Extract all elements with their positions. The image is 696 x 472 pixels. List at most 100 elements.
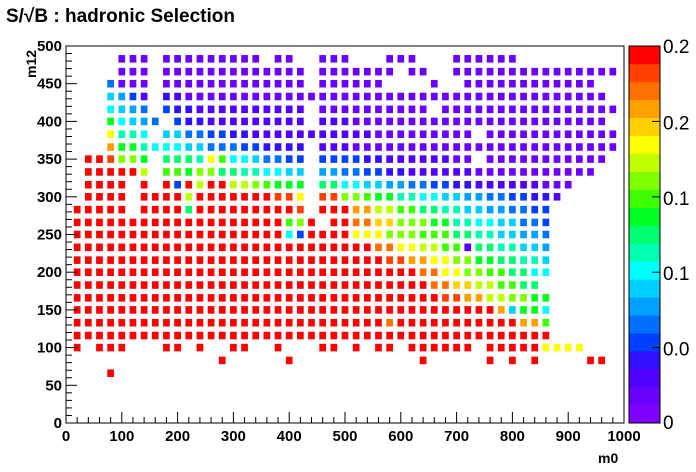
heatmap-cell — [543, 130, 550, 138]
heatmap-cell — [397, 231, 404, 239]
heatmap-cell — [442, 143, 449, 151]
heatmap-cell — [286, 206, 293, 214]
heatmap-cell — [364, 68, 371, 76]
heatmap-cell — [598, 130, 605, 138]
heatmap-cell — [297, 80, 304, 88]
colorbar-swatch — [629, 46, 660, 64]
heatmap-cell — [297, 219, 304, 227]
heatmap-cell — [598, 143, 605, 151]
heatmap-cell — [353, 168, 360, 176]
heatmap-cell — [420, 219, 427, 227]
heatmap-cell — [107, 181, 114, 189]
heatmap-cell — [252, 332, 259, 340]
heatmap-cell — [208, 319, 215, 327]
heatmap-cell — [397, 281, 404, 289]
heatmap-cell — [130, 155, 137, 163]
heatmap-cell — [319, 231, 326, 239]
heatmap-cell — [275, 106, 282, 114]
heatmap-cell — [219, 256, 226, 264]
heatmap-cell — [185, 294, 192, 302]
heatmap-cell — [330, 130, 337, 138]
heatmap-cell — [375, 294, 382, 302]
heatmap-cell — [319, 332, 326, 340]
heatmap-cell — [375, 231, 382, 239]
heatmap-cell — [520, 219, 527, 227]
heatmap-cell — [531, 306, 538, 314]
heatmap-cell — [531, 268, 538, 276]
heatmap-cell — [598, 68, 605, 76]
heatmap-cell — [141, 80, 148, 88]
heatmap-cell — [319, 256, 326, 264]
y-tick-label: 0 — [54, 415, 62, 432]
heatmap-cell — [420, 118, 427, 126]
heatmap-cell — [464, 193, 471, 201]
heatmap-cell — [487, 256, 494, 264]
heatmap-cell — [241, 193, 248, 201]
heatmap-cell — [498, 143, 505, 151]
heatmap-cell — [453, 332, 460, 340]
colorbar-swatch — [629, 208, 660, 226]
heatmap-cell — [509, 344, 516, 352]
heatmap-cell — [476, 206, 483, 214]
heatmap-cell — [476, 68, 483, 76]
heatmap-cell — [230, 155, 237, 163]
heatmap-cell — [174, 193, 181, 201]
heatmap-cell — [174, 93, 181, 101]
heatmap-cell — [442, 130, 449, 138]
heatmap-cell — [297, 319, 304, 327]
heatmap-cell — [319, 143, 326, 151]
heatmap-cell — [386, 168, 393, 176]
heatmap-cell — [163, 281, 170, 289]
heatmap-cell — [464, 344, 471, 352]
heatmap-cell — [409, 268, 416, 276]
heatmap-cell — [498, 155, 505, 163]
heatmap-cell — [319, 68, 326, 76]
heatmap-cell — [230, 332, 237, 340]
heatmap-cell — [107, 281, 114, 289]
heatmap-cell — [174, 231, 181, 239]
heatmap-cell — [397, 93, 404, 101]
heatmap-cell — [230, 206, 237, 214]
heatmap-cell — [208, 168, 215, 176]
x-tick-label: 300 — [221, 428, 246, 445]
heatmap-cell — [397, 193, 404, 201]
heatmap-cell — [464, 118, 471, 126]
heatmap-cell — [286, 106, 293, 114]
heatmap-cell — [174, 332, 181, 340]
heatmap-cell — [241, 231, 248, 239]
heatmap-cell — [342, 256, 349, 264]
heatmap-cell — [386, 319, 393, 327]
heatmap-cell — [118, 181, 125, 189]
heatmap-cell — [252, 143, 259, 151]
heatmap-cell — [297, 231, 304, 239]
heatmap-cell — [587, 143, 594, 151]
colorbar-swatch — [629, 243, 660, 261]
heatmap-cell — [397, 268, 404, 276]
heatmap-cell — [163, 143, 170, 151]
heatmap-cell — [464, 294, 471, 302]
heatmap-cell — [208, 130, 215, 138]
heatmap-cell — [286, 68, 293, 76]
heatmap-cell — [520, 106, 527, 114]
heatmap-cell — [464, 168, 471, 176]
heatmap-cell — [576, 344, 583, 352]
heatmap-cell — [319, 206, 326, 214]
colorbar-tick-label: 0.0 — [663, 340, 689, 361]
heatmap-cell — [319, 181, 326, 189]
heatmap-cell — [85, 244, 92, 252]
heatmap-cell — [219, 106, 226, 114]
heatmap-cell — [587, 106, 594, 114]
heatmap-cell — [431, 256, 438, 264]
heatmap-cell — [409, 93, 416, 101]
heatmap-cell — [330, 268, 337, 276]
x-tick-label: 200 — [165, 428, 190, 445]
heatmap-cell — [364, 130, 371, 138]
heatmap-cell — [609, 106, 616, 114]
heatmap-cell — [230, 231, 237, 239]
heatmap-cell — [208, 206, 215, 214]
heatmap-cell — [219, 357, 226, 365]
heatmap-cell — [598, 357, 605, 365]
heatmap-cell — [185, 93, 192, 101]
heatmap-cell — [118, 143, 125, 151]
heatmap-cell — [85, 319, 92, 327]
